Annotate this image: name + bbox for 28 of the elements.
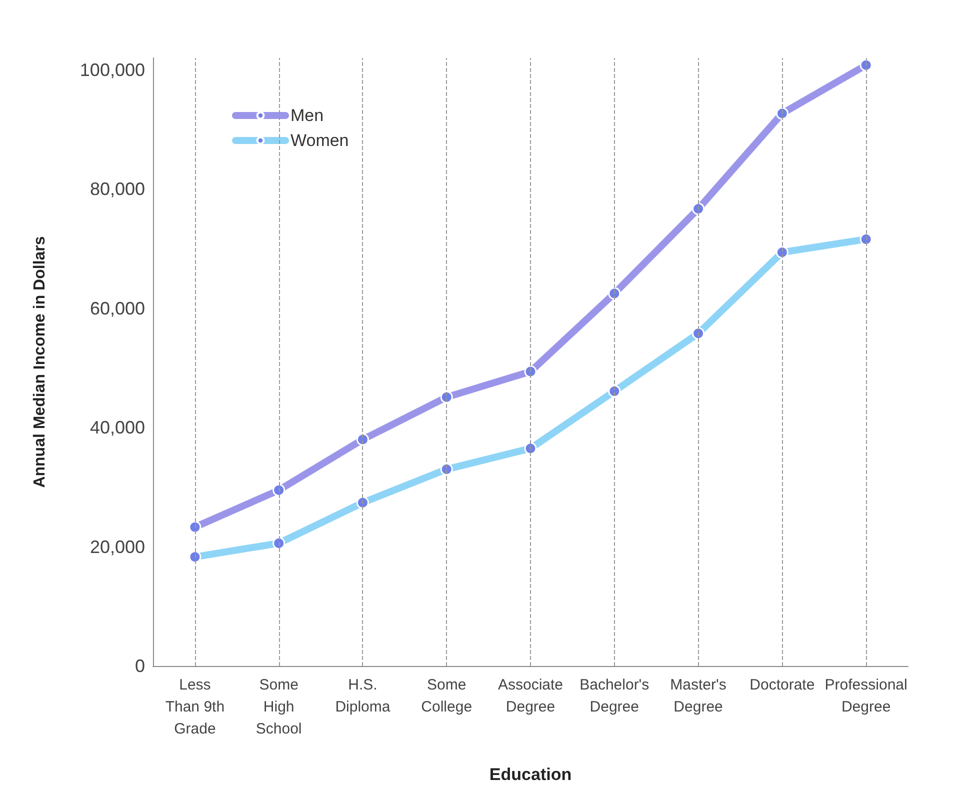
y-tick-label: 0: [134, 656, 145, 676]
x-tick-label: Some College: [421, 676, 472, 716]
y-axis-title: Annual Median Income in Dollars: [32, 236, 48, 488]
x-tick-label: Master's Degree: [670, 676, 726, 716]
y-tick-label: 40,000: [90, 418, 145, 438]
point: [272, 484, 286, 496]
point: [608, 287, 621, 300]
x-tick-label: H.S. Diploma: [335, 676, 391, 716]
point: [440, 390, 453, 404]
point: [188, 520, 202, 534]
x-tick-label: Less Than 9th Grade: [165, 676, 225, 738]
point: [356, 433, 369, 446]
point: [524, 365, 537, 378]
x-tick-label: Associate Degree: [498, 676, 564, 716]
x-tick-label: Doctorate: [750, 676, 815, 694]
y-tick-label: 80,000: [90, 179, 145, 200]
point: [776, 107, 788, 120]
point: [860, 58, 872, 72]
y-tick-label: 60,000: [90, 298, 145, 318]
y-tick-label: 100,000: [80, 60, 145, 80]
x-tick-label: Some High School: [256, 676, 302, 738]
x-axis-title: Education: [489, 765, 572, 784]
point: [692, 202, 705, 216]
legend-label: Women: [290, 131, 349, 150]
y-tick-label: 20,000: [90, 536, 145, 557]
x-tick-label: Bachelor's Degree: [580, 676, 650, 716]
x-tick-label: Professional Degree: [824, 676, 908, 716]
legend-label: Men: [290, 106, 324, 125]
